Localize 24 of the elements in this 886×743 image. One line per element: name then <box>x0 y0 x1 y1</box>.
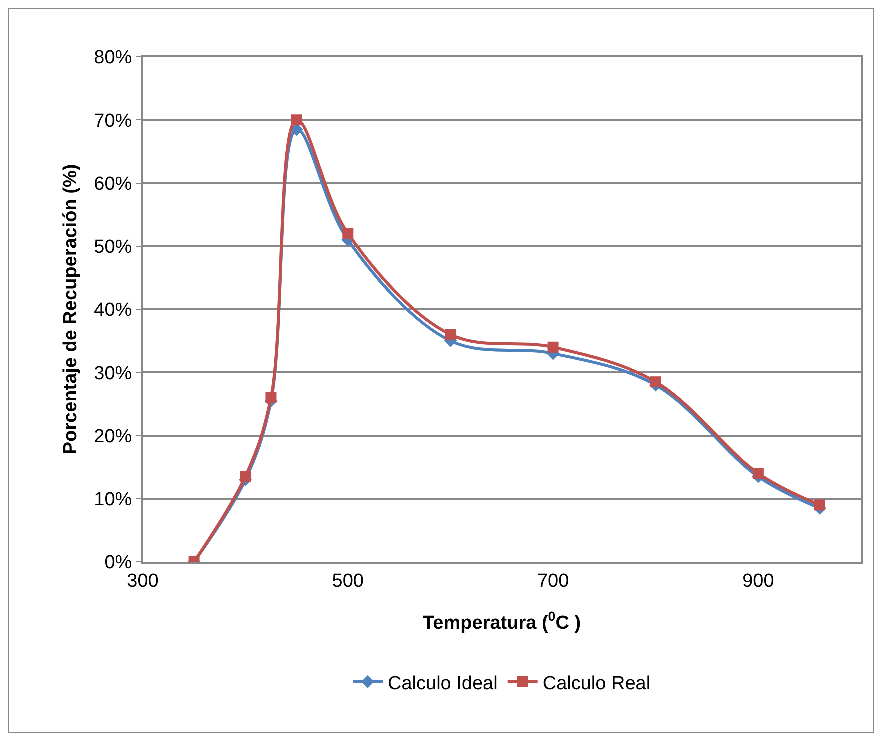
legend-label: Calculo Ideal <box>388 673 498 694</box>
y-axis-title: Porcentaje de Recuperación (%) <box>60 164 82 455</box>
x-tick-label: 900 <box>742 570 774 592</box>
y-tick-label: 80% <box>94 48 132 69</box>
point <box>814 500 826 511</box>
y-tick-label: 40% <box>94 300 132 322</box>
point <box>650 376 662 388</box>
point <box>291 114 302 126</box>
y-tick-label: 30% <box>94 363 132 384</box>
y-tick-label: 10% <box>94 490 132 511</box>
point <box>342 228 354 240</box>
point <box>548 342 559 353</box>
y-tick-label: 60% <box>94 174 132 195</box>
y-tick-label: 20% <box>94 426 132 448</box>
x-tick-label: 500 <box>332 570 364 592</box>
x-tick-label: 700 <box>537 570 570 592</box>
legend-label: Calculo Real <box>542 673 651 694</box>
y-tick-label: 50% <box>94 237 132 258</box>
point <box>266 392 277 404</box>
y-tick-label: 70% <box>94 110 132 132</box>
point <box>240 471 252 482</box>
point <box>752 468 764 480</box>
x-axis-title: Temperatura ($^{0}$C ) <box>422 609 582 634</box>
point <box>445 329 456 340</box>
